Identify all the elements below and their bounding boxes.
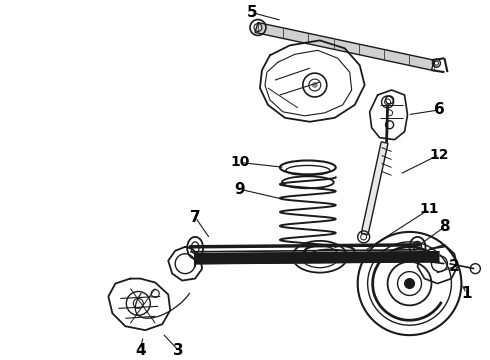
- Text: 12: 12: [430, 148, 449, 162]
- Polygon shape: [361, 142, 388, 235]
- Text: 4: 4: [135, 342, 146, 357]
- Text: 1: 1: [461, 286, 471, 301]
- Text: 11: 11: [420, 202, 439, 216]
- Text: 10: 10: [230, 156, 250, 170]
- Text: 7: 7: [190, 210, 200, 225]
- Text: 9: 9: [235, 182, 245, 197]
- Circle shape: [312, 82, 318, 87]
- Text: 6: 6: [434, 102, 445, 117]
- Text: 2: 2: [449, 259, 460, 274]
- Polygon shape: [255, 23, 435, 70]
- Circle shape: [405, 279, 415, 288]
- Text: 5: 5: [246, 5, 257, 20]
- Text: 8: 8: [439, 220, 450, 234]
- Text: 3: 3: [173, 342, 183, 357]
